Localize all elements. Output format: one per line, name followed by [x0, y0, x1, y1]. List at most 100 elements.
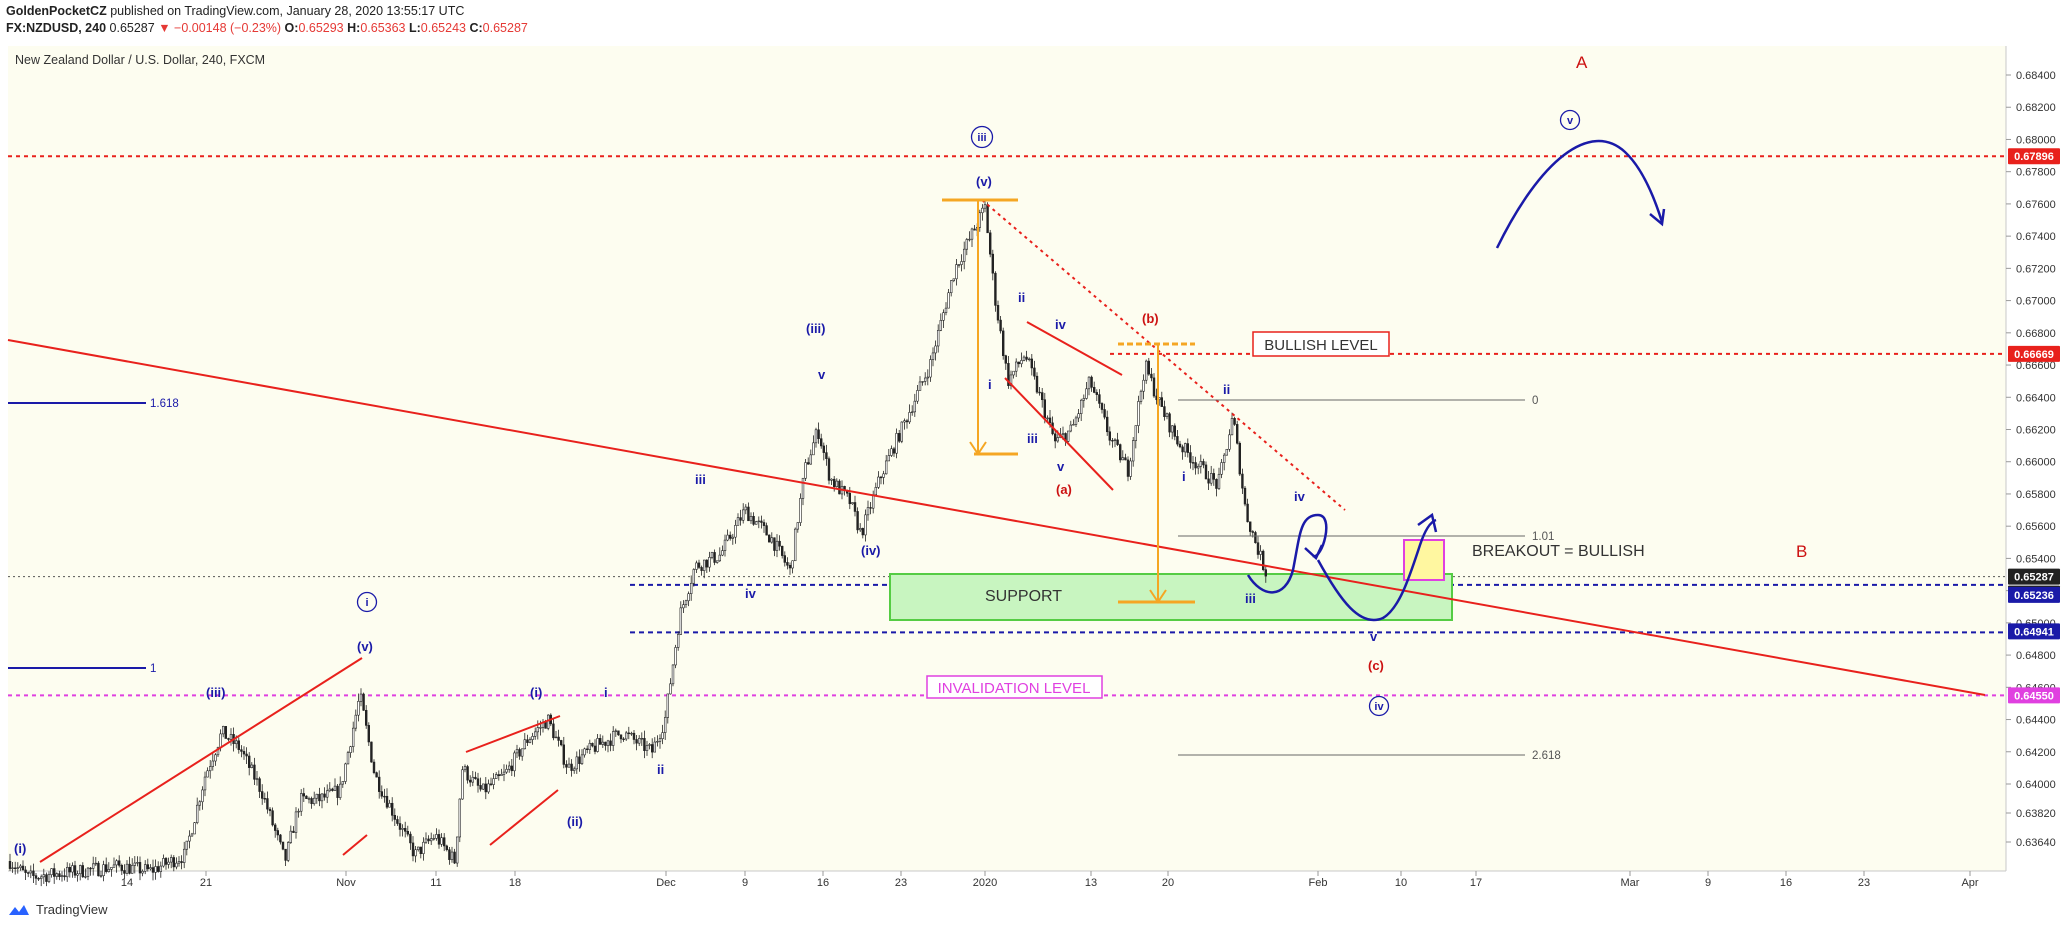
candle-body [1056, 437, 1060, 442]
candle-body [1230, 418, 1234, 436]
candle-body [591, 742, 594, 747]
candle-body [713, 552, 716, 563]
fib-1618-label: 1.618 [150, 398, 179, 410]
price-tag-box[interactable] [2008, 623, 2060, 640]
wedge-lower-line[interactable] [1004, 377, 1114, 491]
candle-body [141, 870, 144, 874]
candle-body [827, 458, 831, 481]
scenario-b-arrow [1417, 512, 1438, 533]
price-tick-label: 0.65800 [2016, 489, 2056, 501]
candle-body [1163, 406, 1166, 417]
candle-body [630, 732, 633, 735]
support-zone[interactable] [889, 573, 1453, 621]
fib-1-label: 1 [150, 663, 156, 675]
price-tick-label: 0.63640 [2016, 837, 2056, 849]
price-tick-label: 0.66800 [2016, 328, 2056, 340]
candle-body [627, 732, 631, 734]
wave-i-channel-line[interactable] [39, 657, 363, 863]
candle-body [1033, 367, 1036, 377]
candle-body [455, 836, 459, 864]
wave-i-lower-line[interactable] [489, 789, 559, 846]
candle-body [773, 537, 776, 551]
candle-body [757, 520, 761, 523]
candle-body [801, 477, 805, 499]
invalidation-box[interactable] [926, 675, 1103, 699]
candle-body [728, 534, 732, 539]
candle-body [14, 867, 17, 869]
price-change: ▼ −0.00148 (−0.23%) [158, 21, 282, 35]
main-downtrend-line[interactable] [7, 339, 1986, 696]
candle-body [164, 858, 168, 865]
candle-body [258, 778, 261, 792]
bullish-level-box[interactable] [1252, 331, 1390, 357]
wave-par-iii-left: (iii) [206, 685, 226, 700]
candle-body [229, 734, 233, 740]
candle-body [479, 785, 482, 790]
wave-par-i-mid: (i) [530, 685, 542, 700]
price-tag-box[interactable] [2008, 687, 2060, 704]
candle-body [1181, 446, 1184, 453]
wedge-upper-line[interactable] [1026, 321, 1123, 376]
candle-body [1256, 542, 1260, 555]
candle-body [52, 868, 56, 877]
candle-body [99, 875, 103, 877]
candle-body [970, 228, 974, 240]
candle-body [999, 319, 1002, 332]
candle-body [1262, 550, 1265, 570]
candle-body [1173, 425, 1177, 437]
price-tag-box[interactable] [2008, 568, 2060, 585]
candle-body [157, 866, 160, 872]
candle-body [396, 819, 399, 824]
candle-body [554, 736, 558, 739]
close-label: C: [469, 21, 483, 35]
candle-body [528, 739, 532, 743]
ohlc-line: FX:NZDUSD, 240 0.65287 ▼ −0.00148 (−0.23… [6, 20, 528, 37]
time-tick-label: 18 [509, 877, 521, 889]
time-tick-label: 16 [817, 877, 829, 889]
candle-body [107, 869, 111, 872]
high-label: H: [347, 21, 361, 35]
candle-body [188, 835, 191, 842]
wave-small-v-2: v [1057, 459, 1065, 474]
price-tick-label: 0.66600 [2016, 360, 2056, 372]
candle-body [115, 860, 118, 866]
candle-body [695, 562, 698, 570]
candle-body [1134, 425, 1138, 441]
price-tag-label: 0.66669 [2014, 349, 2054, 361]
published-text: published on TradingView.com, January 28… [110, 4, 465, 18]
candle-body [219, 733, 222, 748]
footer-brand[interactable]: TradingView [36, 902, 108, 917]
candle-body [286, 842, 290, 861]
low-label: L: [408, 21, 421, 35]
candle-body [131, 865, 134, 874]
symbol-label: FX:NZDUSD, 240 [6, 21, 107, 35]
candle-body [422, 841, 425, 854]
candle-body [622, 738, 625, 741]
small-channel-line[interactable] [342, 834, 368, 856]
price-tick-label: 0.65400 [2016, 553, 2056, 565]
candle-body [931, 352, 935, 360]
candle-body [403, 828, 407, 832]
time-axis: 14 21 Nov 11 18 Dec 9 16 23 2020 13 20 Feb 10 17 Mar 9 16… [121, 871, 1979, 889]
candle-body [765, 525, 768, 536]
candle-body [253, 764, 256, 780]
candle-body [474, 776, 477, 780]
price-tick-label: 0.66400 [2016, 392, 2056, 404]
wave-i-upper-line[interactable] [465, 715, 561, 753]
candle-body [401, 828, 404, 830]
price-tag-box[interactable] [2008, 586, 2060, 603]
candle-body [585, 748, 589, 750]
price-tag-box[interactable] [2008, 345, 2060, 362]
candle-body [926, 376, 930, 379]
dotted-resistance-line[interactable] [981, 199, 1346, 511]
candle-body [245, 753, 248, 757]
wave-par-v-top: (v) [976, 174, 992, 189]
price-tag-box[interactable] [2008, 148, 2060, 165]
candle-body [11, 867, 14, 869]
circle-iii-marker [970, 125, 994, 149]
price-tag-label: 0.65236 [2014, 590, 2054, 602]
candle-body [578, 756, 581, 764]
publisher-name[interactable]: GoldenPocketCZ [6, 4, 107, 18]
